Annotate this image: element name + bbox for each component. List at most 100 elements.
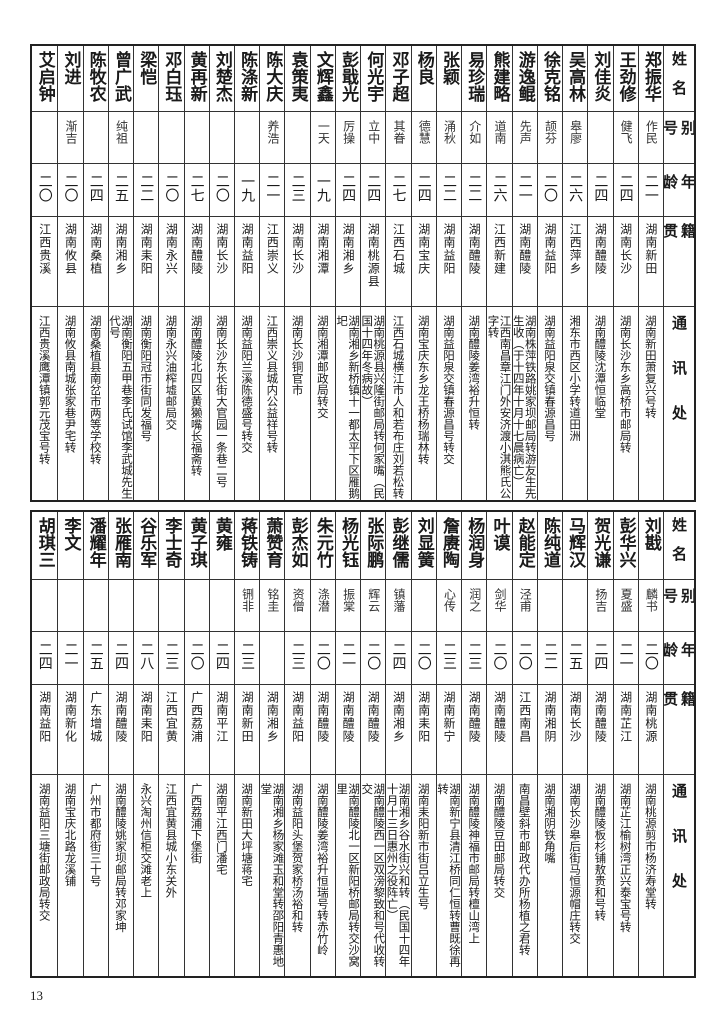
address-text: 湖南耒阳新市街吕立生号 [416,783,431,910]
age-cell: 二三 [285,632,310,685]
alias-text: 皋廖 [568,120,583,144]
age-text: 二二 [138,174,155,202]
native-place-text: 湖南醴陵 [315,691,330,743]
alias-cell [134,580,159,632]
alias-text: 纯祖 [114,120,129,144]
name-text: 彭戢光 [338,51,359,102]
native-place-cell: 江西贵溪 [32,217,58,307]
header-cell-age: 年龄 [664,164,694,217]
age-cell: 二〇 [184,632,209,685]
native-place-cell: 湖南醴陵 [462,217,487,307]
alias-text: 剑华 [492,588,507,612]
alias-text: 涌秋 [442,120,457,144]
page-number: 13 [30,988,43,1003]
native-place-text: 江西贵溪 [37,223,52,275]
person-column: 杨润身 润之 二三 湖南醴陵 湖南醴陵神福市邮局转檀山湾上 [461,512,487,976]
age-cell: 二三 [159,632,184,685]
person-column: 陈涤新 一九 湖南益阳 湖南益阳兰溪陈德盛号转交 [234,46,260,500]
alias-text: 心传 [442,588,457,612]
roster-table-bottom: 姓名 别号 年龄 籍贯 通讯处 刘戡 麟书 二〇 湖南桃源 湖南桃源剪市杨济寿堂转 彭华兴 夏盛 二一湖… [30,510,696,978]
address-cell: 湖南醴陵姜湾裕升恒转 [462,307,486,500]
native-place-cell: 湖南醴陵 [487,685,512,775]
address-cell: 湖南醴陵板杉铺敖贵和号转 [588,775,612,976]
address-text: 湖南醴陵神福市邮局转檀山湾上 [467,783,482,944]
native-place-text: 湖南湘潭 [315,223,330,275]
name-cell: 彭戢光 [335,46,361,112]
alias-cell: 一天 [310,112,335,164]
name-cell: 黄子琪 [184,512,209,580]
address-text: 江西石城横江市人和若布庄刘若松转 [391,315,406,499]
address-cell: 湖南株萍铁路姚家坝邮局转游友生先生收（于十四年十月十七晨病亡） [513,307,537,500]
age-text: 二〇 [314,642,331,670]
native-place-text: 湖南益阳 [240,223,255,275]
alias-cell: 养浩 [260,112,285,164]
alias-text: 辉云 [366,588,381,612]
age-text: 二〇 [163,174,180,202]
native-place-text: 湖南醴陵 [366,691,381,743]
person-column: 刘佳炎 二四 湖南醴陵 湖南醴陵沈潭恒临堂 [587,46,613,500]
address-text: 湖南桃源县兴隆街邮局转何家嘴（民国十四年冬病故） [361,315,386,499]
name-cell: 杨润身 [462,512,487,580]
native-place-text: 湖南醴陵 [593,691,608,743]
native-place-text: 湖南长沙 [290,223,305,275]
native-place-cell: 湖南醴陵 [462,685,487,775]
age-cell: 二二 [134,164,159,217]
alias-text: 振棠 [341,588,356,612]
address-cell: 湖南醴陵北一区新阳桥邮局转交沙窝里 [336,775,360,976]
name-text: 谷乐军 [136,517,157,568]
age-cell: 二四 [411,164,436,217]
address-cell: 湖南攸县南城张家巷尹宅转 [58,307,82,500]
address-text: 湖南醴陵姜湾裕升恒瑞号转赤竹岭 [315,783,330,956]
address-cell: 湖南益阳三塘街邮政局转交 [32,775,57,976]
native-place-cell: 湖南湘阴 [537,685,563,775]
alias-cell: 镇藩 [386,580,411,632]
age-text: 二一 [642,174,659,202]
native-place-cell: 湖南桃源县 [361,217,386,307]
age-cell: 二〇 [58,164,83,217]
address-text: 湖南醴陵姜湾裕升恒转 [467,315,482,430]
name-text: 刘进 [60,51,81,85]
person-column: 胡琪三 二四 湖南益阳 湖南益阳三塘街邮政局转交 [32,512,58,976]
name-cell: 詹赓陶 [436,512,462,580]
address-cell: 湖南宝庆东乡龙王桥杨瑞林转 [412,307,436,500]
name-text: 杨光钰 [338,517,359,568]
name-cell: 曾广武 [108,46,134,112]
age-text: 二四 [592,174,609,202]
person-column: 刘楚杰 二〇 湖南长沙 湖南长沙东长街大官园一条巷二号 [208,46,235,500]
native-place-cell: 江西新建 [487,217,512,307]
address-cell: 湖南衡阳五甲巷李氏试馆李武城先生代号 [109,307,133,500]
name-text: 邓子超 [388,51,409,102]
alias-text: 颉芬 [543,120,558,144]
native-place-text: 湖南新化 [63,691,78,743]
address-text: 湖南醴陵沈潭恒临堂 [593,315,608,419]
age-text: 二四 [365,174,382,202]
age-text: 二二 [466,174,483,202]
header-cell-name: 姓名 [664,46,694,112]
address-text: 湖南湘乡杨家滩玉和堂转邵阳青惠地堂 [260,783,285,967]
name-text: 陈涤新 [237,51,258,102]
native-place-text: 湖南醴陵 [341,691,356,743]
name-text: 王劲修 [615,51,636,102]
person-column: 萧赞育 铭圭 湖南湘乡 湖南湘乡杨家滩玉和堂转邵阳青惠地堂 [259,512,285,976]
age-cell: 二〇 [512,632,537,685]
name-text: 潘耀年 [85,517,106,568]
address-text: 广西荔浦下堡街 [189,783,204,864]
age-cell: 二〇 [638,632,663,685]
age-text: 二四 [415,174,432,202]
age-text: 二七 [188,174,205,202]
native-place-cell: 湖南耒阳 [134,685,159,775]
address-cell: 湖南耒阳新市街吕立生号 [412,775,436,976]
age-text: 二六 [491,174,508,202]
age-cell: 二四 [613,164,638,217]
person-column: 游逸鲲 先声 二一 湖南醴陵 湖南株萍铁路姚家坝邮局转游友生先生收（于十四年十月十七晨病… [511,46,537,500]
header-label: 通讯处 [670,315,688,450]
age-text: 二〇 [188,642,205,670]
person-column: 蒋铁铸 铏非 二三 湖南新田 湖南新田大坪塘蒋宅 [234,512,260,976]
native-place-cell: 湖南益阳 [32,685,58,775]
name-text: 陈牧农 [85,51,106,102]
name-text: 杨润身 [464,517,485,568]
age-text: 二〇 [491,642,508,670]
native-place-cell: 湖南长沙 [209,217,235,307]
address-text: 湖南益阳三塘街邮政局转交 [37,783,52,921]
name-cell: 李文 [58,512,83,580]
